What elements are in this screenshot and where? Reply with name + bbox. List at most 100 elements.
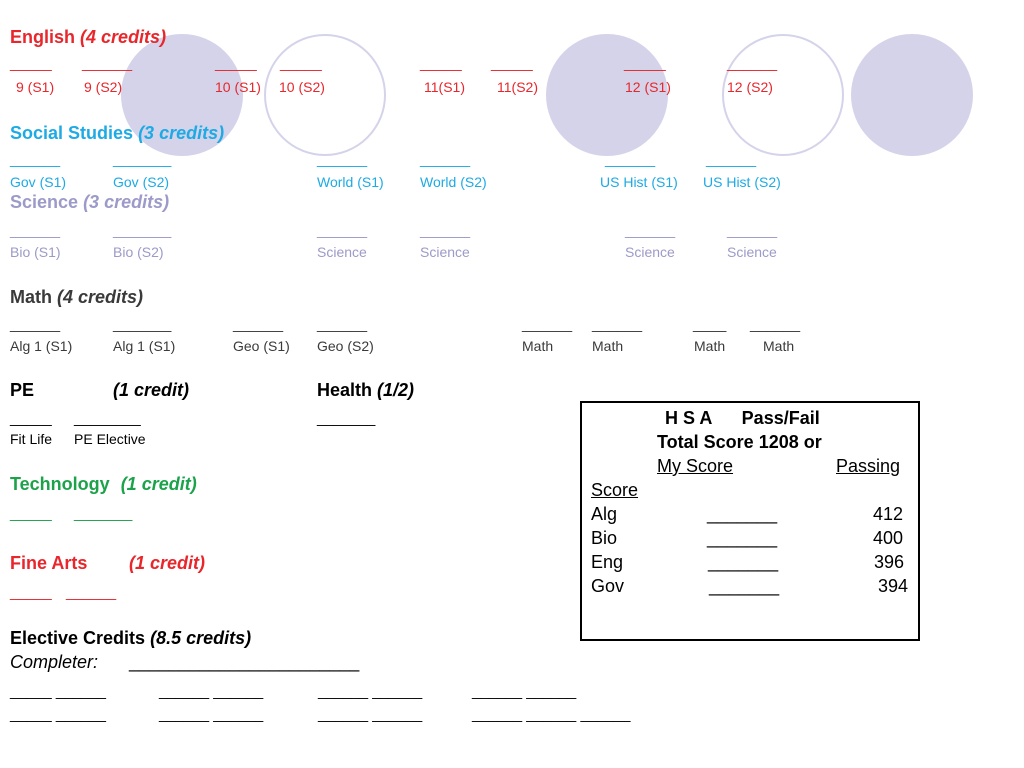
math-label: Math — [522, 338, 554, 354]
social-studies-blank[interactable]: ______ — [420, 151, 471, 168]
hsa-my-score-header: My Score — [657, 456, 734, 476]
hsa-my-score-blank[interactable]: _______ — [709, 576, 780, 596]
hsa-my-score-blank[interactable]: _______ — [707, 528, 778, 548]
english-label: 10 (S2) — [279, 79, 325, 95]
science-label: Science — [625, 244, 675, 260]
elective-blank-group[interactable]: ______ ______ ______ — [472, 706, 631, 723]
math-blank[interactable]: _______ — [113, 316, 172, 333]
elective-blank-group[interactable]: _____ ______ — [10, 706, 106, 723]
social-studies-title: Social Studies — [10, 123, 134, 143]
math-label: Math — [694, 338, 726, 354]
completer-blank[interactable]: _______________________ — [129, 652, 360, 672]
science-label: Bio (S2) — [113, 244, 164, 260]
pe-credits: (1 credit) — [113, 380, 190, 400]
elective-blank-group[interactable]: ______ ______ — [472, 683, 577, 700]
math-blank[interactable]: ______ — [522, 316, 573, 333]
hsa-subject: Alg — [591, 504, 618, 524]
science-label: Science — [420, 244, 470, 260]
health-blank[interactable]: _______ — [317, 410, 376, 427]
elective-blank-group[interactable]: ______ ______ — [318, 706, 423, 723]
fine-arts-title: Fine Arts — [10, 553, 88, 573]
elective-credits: (8.5 credits) — [150, 628, 252, 648]
elective-title: Elective Credits — [10, 628, 146, 648]
english-blank[interactable]: ______ — [727, 55, 778, 72]
science-blank[interactable]: ______ — [317, 222, 368, 239]
decorative-circle-2 — [264, 34, 386, 156]
hsa-passing-score: 396 — [874, 552, 905, 572]
english-blank[interactable]: _____ — [624, 55, 666, 72]
science-blank[interactable]: ______ — [420, 222, 471, 239]
pe-label: Fit Life — [10, 431, 53, 447]
science-blank[interactable]: ______ — [727, 222, 778, 239]
social-studies-label: US Hist (S1) — [600, 174, 678, 190]
english-blank[interactable]: _____ — [491, 55, 533, 72]
health-heading: Health (1/2) — [317, 380, 414, 401]
math-blank[interactable]: ______ — [317, 316, 368, 333]
english-title: English — [10, 27, 76, 47]
social-studies-blank[interactable]: ______ — [605, 151, 656, 168]
math-blank[interactable]: ____ — [693, 316, 727, 333]
english-blank[interactable]: ______ — [82, 55, 133, 72]
science-blank[interactable]: ______ — [10, 222, 61, 239]
social-studies-blank[interactable]: ______ — [10, 151, 61, 168]
hsa-passing-score: 412 — [873, 504, 904, 524]
hsa-subject: Eng — [591, 552, 624, 572]
elective-blank-group[interactable]: ______ ______ — [159, 706, 264, 723]
elective-blank-group[interactable]: _____ ______ — [10, 683, 106, 700]
fine-arts-blank[interactable]: _____ — [10, 584, 52, 601]
technology-credits: (1 credit) — [120, 474, 197, 494]
health-title: Health — [317, 380, 373, 400]
english-label: 10 (S1) — [215, 79, 261, 95]
english-blank[interactable]: _____ — [10, 55, 52, 72]
pe-blank[interactable]: _____ — [10, 410, 52, 427]
math-credits: (4 credits) — [57, 287, 144, 307]
social-studies-blank[interactable]: ______ — [706, 151, 757, 168]
math-blank[interactable]: ______ — [233, 316, 284, 333]
math-label: Alg 1 (S1) — [113, 338, 176, 354]
science-label: Science — [317, 244, 367, 260]
math-blank[interactable]: ______ — [592, 316, 643, 333]
math-label: Geo (S2) — [317, 338, 374, 354]
math-heading: Math (4 credits) — [10, 287, 143, 308]
hsa-my-score-blank[interactable]: _______ — [707, 504, 778, 524]
science-heading: Science (3 credits) — [10, 192, 169, 213]
technology-title: Technology — [10, 474, 110, 494]
pe-blank[interactable]: ________ — [74, 410, 141, 427]
english-label: 9 (S2) — [84, 79, 123, 95]
decorative-circle-4 — [722, 34, 844, 156]
hsa-total-score: Total Score 1208 or — [657, 432, 822, 452]
science-blank[interactable]: _______ — [113, 222, 172, 239]
math-label: Alg 1 (S1) — [10, 338, 73, 354]
fine-arts-credits: (1 credit) — [129, 553, 206, 573]
english-label: 11(S1) — [424, 79, 465, 95]
social-studies-blank[interactable]: ______ — [317, 151, 368, 168]
hsa-my-score-blank[interactable]: _______ — [708, 552, 779, 572]
english-blank[interactable]: _____ — [280, 55, 322, 72]
elective-blank-group[interactable]: ______ ______ — [318, 683, 423, 700]
science-title: Science — [10, 192, 79, 212]
hsa-title: H S A Pass/Fail — [665, 408, 820, 428]
social-studies-heading: Social Studies (3 credits) — [10, 123, 224, 144]
science-blank[interactable]: ______ — [625, 222, 676, 239]
english-blank[interactable]: _____ — [215, 55, 257, 72]
social-studies-credits: (3 credits) — [138, 123, 225, 143]
pe-label: PE Elective — [74, 431, 146, 447]
technology-blank[interactable]: _____ — [10, 505, 52, 522]
decorative-circle-5 — [851, 34, 973, 156]
english-blank[interactable]: _____ — [420, 55, 462, 72]
fine-arts-blank[interactable]: ______ — [66, 584, 117, 601]
math-blank[interactable]: ______ — [10, 316, 61, 333]
technology-blank[interactable]: _______ — [74, 505, 133, 522]
english-credits: (4 credits) — [80, 27, 167, 47]
social-studies-blank[interactable]: _______ — [113, 151, 172, 168]
english-label: 12 (S2) — [727, 79, 773, 95]
completer-label: Completer: — [10, 652, 99, 672]
math-blank[interactable]: ______ — [750, 316, 801, 333]
social-studies-label: Gov (S2) — [113, 174, 170, 190]
hsa-subject: Gov — [591, 576, 625, 596]
science-credits: (3 credits) — [83, 192, 170, 212]
health-credits: (1/2) — [377, 380, 415, 400]
decorative-circle-3 — [546, 34, 668, 156]
social-studies-label: US Hist (S2) — [703, 174, 781, 190]
elective-blank-group[interactable]: ______ ______ — [159, 683, 264, 700]
